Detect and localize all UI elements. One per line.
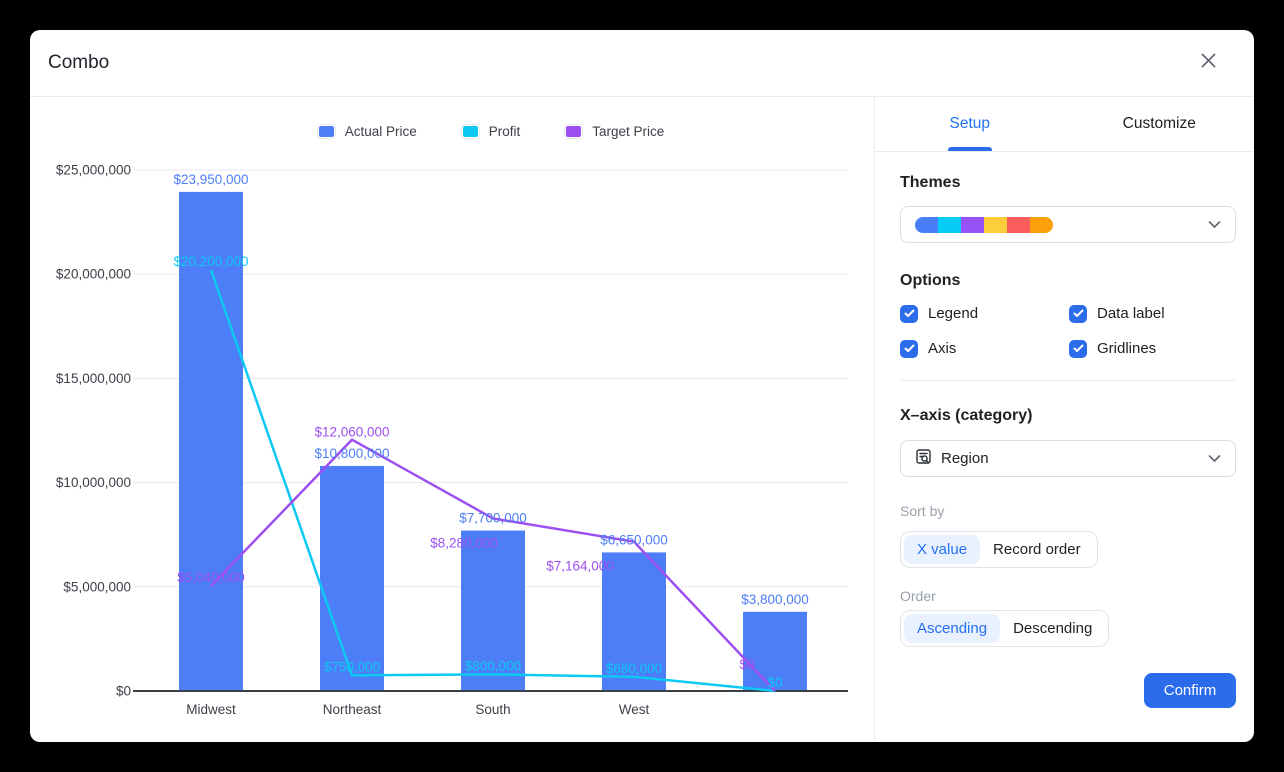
bar-Midwest <box>179 191 243 691</box>
x-category-label: Northeast <box>323 702 382 717</box>
checkbox-gridlines[interactable]: Gridlines <box>1069 331 1236 366</box>
sortby-segmented-control: X value Record order <box>900 531 1098 568</box>
dialog-title: Combo <box>48 52 110 73</box>
xaxis-field-select[interactable]: Region <box>900 440 1236 477</box>
bar-data-label: $23,950,000 <box>173 172 248 187</box>
checkbox-data-label[interactable]: Data label <box>1069 296 1236 331</box>
legend-label: Profit <box>488 124 521 139</box>
line-data-label: $20,200,000 <box>173 254 248 269</box>
checkbox-checked-icon <box>1069 304 1087 323</box>
legend-label: Actual Price <box>344 124 417 139</box>
checkbox-legend[interactable]: Legend <box>900 296 1069 331</box>
checkbox-checked-icon <box>900 304 918 323</box>
confirm-button[interactable]: Confirm <box>1144 673 1236 708</box>
close-icon <box>1198 50 1219 76</box>
bar-West <box>602 552 666 691</box>
dialog-header: Combo <box>30 30 1254 97</box>
x-category-label: Midwest <box>186 702 236 717</box>
checkbox-label: Gridlines <box>1097 340 1157 357</box>
chevron-down-icon <box>1208 216 1221 234</box>
line-data-label: $12,060,000 <box>314 425 389 440</box>
sortby-record-order[interactable]: Record order <box>993 541 1081 558</box>
settings-panel: Setup Customize Themes <box>874 97 1254 741</box>
y-tick-label: $5,000,000 <box>63 579 131 594</box>
panel-tabs: Setup Customize <box>875 97 1254 152</box>
order-ascending[interactable]: Ascending <box>904 614 1001 643</box>
checkbox-axis[interactable]: Axis <box>900 331 1069 366</box>
y-tick-label: $25,000,000 <box>56 163 131 178</box>
line-data-label: $5,040,000 <box>177 570 245 585</box>
xaxis-field-value: Region <box>941 450 989 467</box>
order-descending[interactable]: Descending <box>1013 620 1093 637</box>
checkbox-checked-icon <box>1069 339 1087 358</box>
y-tick-label: $20,000,000 <box>56 267 131 282</box>
themes-heading: Themes <box>900 174 961 191</box>
checkbox-label: Data label <box>1097 305 1165 322</box>
legend-swatch-icon <box>316 124 336 139</box>
bar-South <box>461 530 525 691</box>
line-data-label: $0 <box>739 657 754 672</box>
line-data-label: $0 <box>767 675 782 690</box>
theme-palette-preview <box>915 216 1053 233</box>
chart-area: $0 $5,000,000 $10,000,000 $15,000,000 $20,00… <box>30 97 874 741</box>
bar-data-label: $7,700,000 <box>459 511 527 526</box>
y-tick-label: $15,000,000 <box>56 371 131 386</box>
options-grid: Legend Data label Axis Gridlines <box>900 296 1236 366</box>
legend-item-target-price[interactable]: Target Price <box>564 124 664 139</box>
bar-Northeast <box>320 465 384 691</box>
x-category-label: South <box>475 702 510 717</box>
close-button[interactable] <box>1195 50 1221 76</box>
y-tick-label: $0 <box>116 684 131 699</box>
theme-select[interactable] <box>900 206 1236 243</box>
legend-swatch-icon <box>564 124 584 139</box>
line-data-label: $680,000 <box>606 661 662 676</box>
chart-legend: Actual Price Profit Target Price <box>133 124 848 139</box>
x-category-label: West <box>619 702 650 717</box>
combo-dialog: Combo $0 $5,000,000 $10,000,000 $15,000,000… <box>30 30 1254 742</box>
tab-label: Setup <box>949 115 990 132</box>
legend-label: Target Price <box>592 124 665 139</box>
bar-data-label: $6,650,000 <box>600 532 668 547</box>
bar-data-label: $3,800,000 <box>741 592 809 607</box>
bar-blank <box>743 611 807 691</box>
tab-label: Customize <box>1122 115 1196 132</box>
sortby-heading: Sort by <box>900 503 945 519</box>
line-data-label: $7,164,000 <box>546 559 614 574</box>
field-search-icon <box>915 448 932 470</box>
bar-data-label: $10,800,000 <box>314 446 389 461</box>
combo-chart: $0 $5,000,000 $10,000,000 $15,000,000 $20,00… <box>56 163 848 717</box>
order-segmented-control: Ascending Descending <box>900 610 1110 647</box>
chevron-down-icon <box>1208 450 1221 468</box>
checkbox-label: Axis <box>928 340 957 357</box>
xaxis-heading: X–axis (category) <box>900 407 1033 424</box>
sortby-x-value[interactable]: X value <box>904 535 981 564</box>
checkbox-label: Legend <box>928 305 979 322</box>
legend-item-actual-price[interactable]: Actual Price <box>316 124 417 139</box>
section-divider <box>900 380 1236 381</box>
legend-item-profit[interactable]: Profit <box>460 124 521 139</box>
line-data-label: $750,000 <box>324 659 380 674</box>
order-heading: Order <box>900 588 936 604</box>
checkbox-checked-icon <box>900 339 918 358</box>
line-series-target-price <box>210 438 776 692</box>
line-series-profit <box>209 269 776 693</box>
tab-setup[interactable]: Setup <box>875 97 1065 151</box>
active-tab-indicator <box>947 147 992 151</box>
y-tick-label: $10,000,000 <box>56 475 131 490</box>
options-heading: Options <box>900 272 961 289</box>
legend-swatch-icon <box>460 124 480 139</box>
line-data-label: $8,280,000 <box>430 535 498 550</box>
tab-customize[interactable]: Customize <box>1065 97 1255 151</box>
line-data-label: $800,000 <box>465 658 521 673</box>
